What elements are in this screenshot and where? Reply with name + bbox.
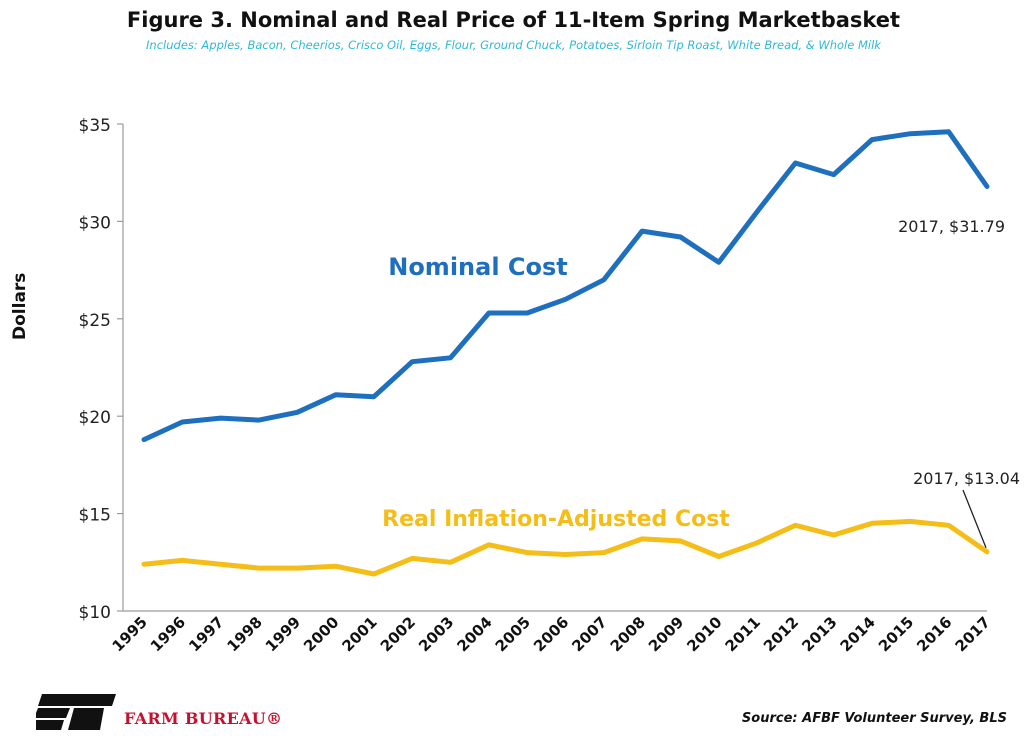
series-line-nominal	[141, 129, 990, 443]
x-tick-label: 2016	[913, 613, 955, 655]
x-tick-label: 2011	[722, 613, 764, 655]
y-tick-label: $35	[79, 116, 111, 136]
x-tick-label: 2010	[683, 613, 725, 655]
series-line-real	[141, 518, 990, 577]
y-tick-label: $10	[79, 603, 111, 623]
x-tick-label: 2006	[530, 613, 572, 655]
y-tick-label: $30	[79, 213, 111, 233]
series-label-nominal: Nominal Cost	[388, 253, 568, 281]
series-label-real: Real Inflation-Adjusted Cost	[382, 507, 730, 532]
y-tick-label: $15	[79, 506, 111, 526]
x-tick-label: 2008	[607, 613, 649, 655]
x-tick-label: 2014	[837, 613, 879, 655]
x-tick-label: 2002	[377, 613, 419, 655]
x-tick-label: 2017	[952, 613, 994, 655]
y-tick-label: $25	[79, 311, 111, 331]
x-tick-label: 1996	[147, 613, 189, 655]
x-tick-label: 2013	[798, 613, 840, 655]
x-tick-label: 2003	[415, 613, 457, 655]
x-tick-label: 1999	[262, 613, 304, 655]
y-tick-label: $20	[79, 408, 111, 428]
chart-title: Figure 3. Nominal and Real Price of 11-I…	[126, 8, 901, 32]
annotation-leader-line	[962, 489, 987, 549]
x-tick-label: 1995	[109, 613, 151, 655]
x-tick-label: 2005	[492, 613, 534, 655]
source-note: Source: AFBF Volunteer Survey, BLS	[741, 711, 1007, 726]
x-tick-label: 1997	[185, 613, 227, 655]
annotation-nominal-2017: 2017, $31.79	[898, 217, 1005, 236]
brand-name: FARM BUREAU®	[124, 709, 283, 728]
x-tick-label: 2000	[300, 613, 342, 655]
x-tick-label: 2007	[568, 613, 610, 655]
farm-bureau-logo-icon	[36, 694, 116, 730]
x-tick-label: 2009	[645, 613, 687, 655]
chart-subtitle: Includes: Apples, Bacon, Cheerios, Crisc…	[146, 38, 881, 52]
x-tick-label: 2004	[453, 613, 495, 655]
x-tick-label: 2001	[338, 613, 380, 655]
x-tick-label: 1998	[224, 613, 266, 655]
x-tick-label: 2012	[760, 613, 802, 655]
annotation-real-2017: 2017, $13.04	[913, 469, 1020, 488]
x-tick-label: 2015	[875, 613, 917, 655]
